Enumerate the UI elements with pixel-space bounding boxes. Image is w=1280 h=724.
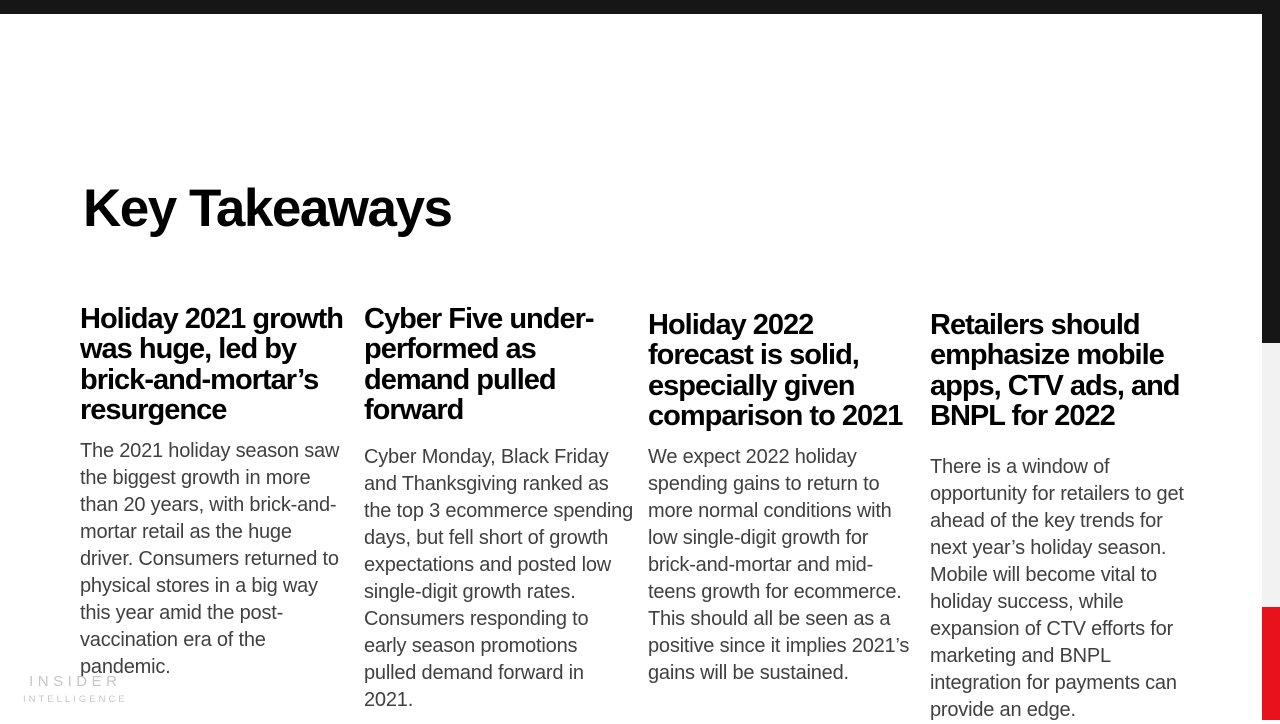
takeaway-3-heading: Holiday 2022 forecast is solid, especial…: [648, 309, 903, 433]
right-edge-strip-black: [1262, 0, 1280, 343]
top-accent-bar: [0, 0, 1280, 14]
takeaway-4-heading: Retailers should emphasize mobile apps, …: [930, 309, 1181, 433]
takeaway-column-3: Holiday 2022 forecast is solid, especial…: [648, 310, 918, 687]
takeaway-1-heading: Holiday 2021 growth was huge, led by bri…: [80, 303, 344, 427]
takeaway-2-heading: Cyber Five under-performed as demand pul…: [364, 303, 595, 427]
right-edge-strip-red: [1262, 607, 1280, 720]
takeaway-1-body: The 2021 holiday season saw the biggest …: [80, 439, 340, 678]
takeaway-3-body: We expect 2022 holiday spending gains to…: [648, 445, 910, 684]
insider-intelligence-logo: INSIDER INTELLIGENCE: [20, 673, 126, 705]
logo-wordmark-insider: INSIDER: [29, 673, 122, 690]
logo-wordmark-intelligence: INTELLIGENCE: [23, 694, 128, 705]
takeaway-column-2: Cyber Five under-performed as demand pul…: [364, 304, 634, 714]
right-edge-strip-gray: [1262, 343, 1280, 607]
takeaway-column-4: Retailers should emphasize mobile apps, …: [930, 310, 1200, 724]
takeaway-4-body: There is a window of opportunity for ret…: [930, 455, 1184, 721]
takeaway-2-body: Cyber Monday, Black Friday and Thanksgiv…: [364, 445, 634, 711]
slide-title: Key Takeaways: [83, 179, 453, 238]
takeaway-column-1: Holiday 2021 growth was huge, led by bri…: [80, 304, 350, 681]
